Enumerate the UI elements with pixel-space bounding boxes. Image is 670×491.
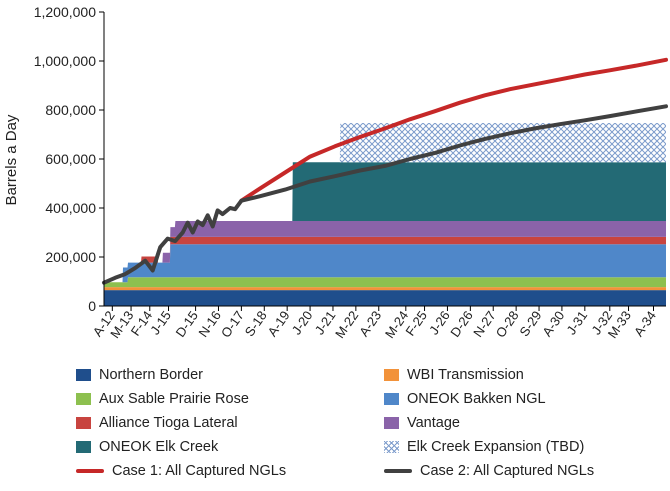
line-case-1 bbox=[239, 57, 668, 203]
x-tick-label: S-29 bbox=[516, 308, 544, 339]
area-northern-border bbox=[104, 290, 666, 306]
legend-label: Aux Sable Prairie Rose bbox=[99, 391, 249, 407]
area-alliance-tioga-lateral bbox=[104, 236, 666, 283]
x-tick-label: S-18 bbox=[242, 308, 270, 339]
x-tick-label: J-15 bbox=[147, 308, 174, 337]
legend-swatch bbox=[384, 393, 399, 406]
legend-item: ONEOK Elk Creek bbox=[76, 436, 218, 458]
x-tick-label: M-22 bbox=[332, 308, 361, 341]
y-tick-label: 800,000 bbox=[45, 102, 96, 118]
legend-label: Northern Border bbox=[99, 367, 203, 383]
legend-swatch bbox=[384, 469, 412, 474]
line-case-2 bbox=[102, 104, 668, 285]
legend-item: Aux Sable Prairie Rose bbox=[76, 388, 249, 410]
legend-label: Elk Creek Expansion (TBD) bbox=[407, 439, 585, 455]
capacity-areas bbox=[104, 123, 666, 306]
legend-label: ONEOK Bakken NGL bbox=[407, 391, 546, 407]
legend-item: Case 2: All Captured NGLs bbox=[384, 460, 594, 482]
y-tick-label: 1,000,000 bbox=[34, 53, 96, 69]
legend-label: Vantage bbox=[407, 415, 460, 431]
legend-swatch bbox=[76, 469, 104, 474]
area-vantage bbox=[104, 221, 666, 283]
legend-item: Northern Border bbox=[76, 364, 203, 386]
y-tick-label: 1,200,000 bbox=[34, 4, 96, 20]
x-tick-label: J-31 bbox=[563, 308, 590, 337]
x-tick-label: F-25 bbox=[402, 308, 430, 339]
x-tick-label: O-28 bbox=[493, 308, 522, 340]
x-tick-label: J-20 bbox=[289, 308, 316, 337]
x-tick-label: O-17 bbox=[218, 308, 247, 340]
legend-item: Elk Creek Expansion (TBD) bbox=[384, 436, 584, 458]
legend-label: Case 2: All Captured NGLs bbox=[420, 463, 595, 479]
x-tick-label: N-16 bbox=[195, 308, 223, 340]
x-tick-label: A-19 bbox=[265, 308, 293, 339]
legend-swatch bbox=[76, 441, 91, 454]
x-tick-label: D-15 bbox=[173, 308, 201, 340]
demand-lines bbox=[102, 57, 668, 285]
area-oneok-elk-creek bbox=[104, 162, 666, 283]
x-tick-label: N-27 bbox=[470, 308, 498, 340]
x-tick-label: A-34 bbox=[631, 308, 659, 339]
area-elk-creek-expansion-tbd bbox=[104, 123, 666, 283]
legend-item: Vantage bbox=[384, 412, 460, 434]
y-tick-label: 200,000 bbox=[45, 249, 96, 265]
x-tick-label: D-26 bbox=[447, 308, 475, 340]
legend-swatch bbox=[384, 369, 399, 382]
area-oneok-bakken-ngl bbox=[104, 244, 666, 283]
x-tick-label: A-23 bbox=[356, 308, 384, 339]
legend-label: Alliance Tioga Lateral bbox=[99, 415, 238, 431]
y-tick-label: 400,000 bbox=[45, 200, 96, 216]
area-aux-sable-prairie-rose bbox=[104, 277, 666, 288]
legend-item: Alliance Tioga Lateral bbox=[76, 412, 238, 434]
y-axis-label: Barrels a Day bbox=[3, 114, 20, 205]
y-tick-label: 0 bbox=[88, 298, 96, 314]
legend-swatch bbox=[384, 441, 399, 454]
legend-swatch bbox=[76, 417, 91, 430]
legend-swatch bbox=[384, 417, 399, 430]
legend-item: WBI Transmission bbox=[384, 364, 524, 386]
legend-swatch bbox=[76, 393, 91, 406]
legend-swatch bbox=[76, 369, 91, 382]
legend-label: WBI Transmission bbox=[407, 367, 524, 383]
legend-item: ONEOK Bakken NGL bbox=[384, 388, 546, 410]
legend-item: Case 1: All Captured NGLs bbox=[76, 460, 286, 482]
y-tick-label: 600,000 bbox=[45, 151, 96, 167]
x-tick-label: A-30 bbox=[539, 308, 567, 339]
legend-label: Case 1: All Captured NGLs bbox=[112, 463, 287, 479]
legend-label: ONEOK Elk Creek bbox=[99, 439, 219, 455]
area-wbi-transmission bbox=[104, 287, 666, 291]
